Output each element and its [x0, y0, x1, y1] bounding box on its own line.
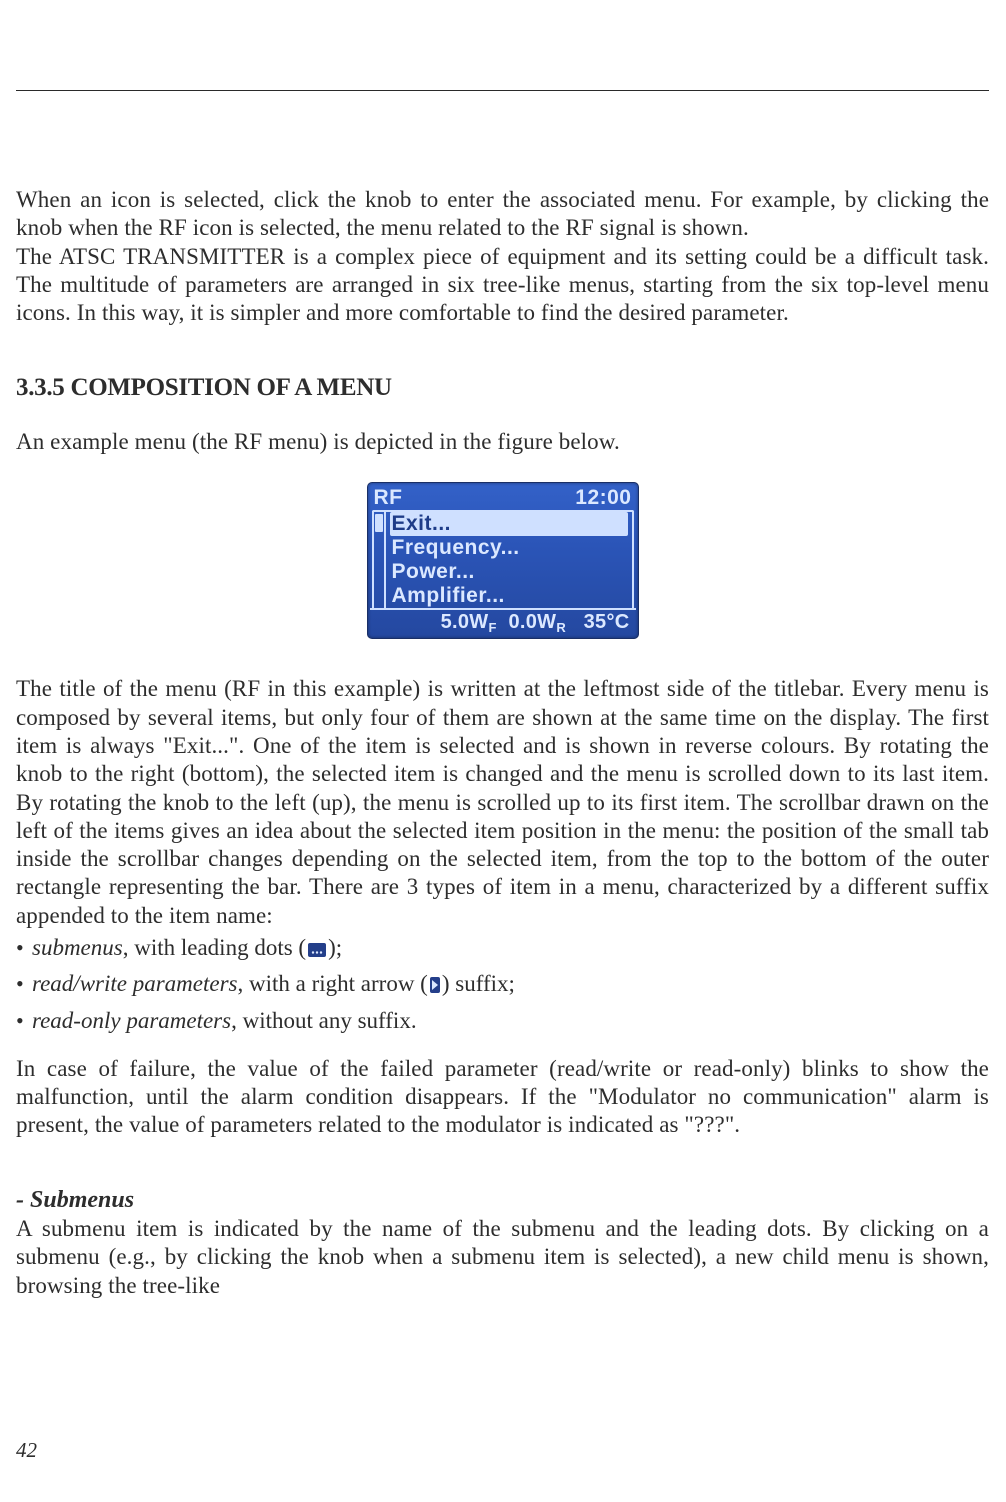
lcd-item-exit: Exit...: [390, 512, 628, 536]
lcd-status-temp: 35°C: [584, 611, 630, 633]
submenus-term: submenus: [32, 935, 123, 960]
lcd-status-wf-sub: F: [488, 620, 496, 635]
lcd-title-right: 12:00: [575, 487, 631, 508]
lcd-title-left: RF: [374, 487, 403, 508]
intro-paragraph-2: The ATSC TRANSMITTER is a complex piece …: [16, 243, 989, 328]
lcd-item-power: Power...: [390, 560, 628, 584]
rw-text1: , with a right arrow (: [238, 971, 428, 996]
submenus-paragraph: A submenu item is indicated by the name …: [16, 1215, 989, 1300]
lcd-items: Exit... Frequency... Power... Amplifier.…: [386, 512, 632, 608]
lcd-screen: RF 12:00 Exit... Frequency... Power... A…: [367, 482, 639, 639]
lcd-status-wr-sub: R: [556, 620, 566, 635]
submenus-text1: , with leading dots (: [123, 935, 306, 960]
submenus-text2: );: [328, 935, 342, 960]
lcd-titlebar: RF 12:00: [370, 485, 636, 510]
rw-text2: ) suffix;: [442, 971, 515, 996]
submenus-heading: - Submenus: [16, 1186, 989, 1216]
page-number: 42: [16, 1438, 37, 1464]
ro-term: read-only parameters: [32, 1008, 231, 1033]
lcd-scrollbar: [374, 512, 386, 608]
intro-paragraph-1: When an icon is selected, click the knob…: [16, 186, 989, 243]
lcd-figure: RF 12:00 Exit... Frequency... Power... A…: [16, 482, 989, 639]
lcd-status-wr: 0.0W: [508, 611, 556, 633]
section-lead: An example menu (the RF menu) is depicte…: [16, 428, 989, 456]
lcd-item-amplifier: Amplifier...: [390, 584, 628, 608]
rw-term: read/write parameters: [32, 971, 238, 996]
leading-dots-icon: [308, 943, 326, 957]
item-type-submenus: submenus, with leading dots ();: [16, 934, 989, 962]
top-rule: [16, 90, 989, 91]
item-type-ro: read-only parameters, without any suffix…: [16, 1007, 989, 1035]
item-types-list: submenus, with leading dots (); read/wri…: [16, 934, 989, 1035]
failure-paragraph: In case of failure, the value of the fai…: [16, 1055, 989, 1140]
lcd-item-frequency: Frequency...: [390, 536, 628, 560]
lcd-scrollbar-thumb: [375, 514, 383, 532]
right-arrow-icon: [430, 977, 440, 993]
menu-description: The title of the menu (RF in this exampl…: [16, 675, 989, 930]
lcd-status-bar: 5.0WF 0.0WR 35°C: [370, 608, 636, 638]
lcd-status-wf: 5.0W: [441, 611, 489, 633]
section-heading: 3.3.5 COMPOSITION OF A MENU: [16, 373, 989, 404]
ro-text: , without any suffix.: [231, 1008, 416, 1033]
item-type-rw: read/write parameters, with a right arro…: [16, 970, 989, 998]
lcd-list-box: Exit... Frequency... Power... Amplifier.…: [372, 510, 634, 608]
